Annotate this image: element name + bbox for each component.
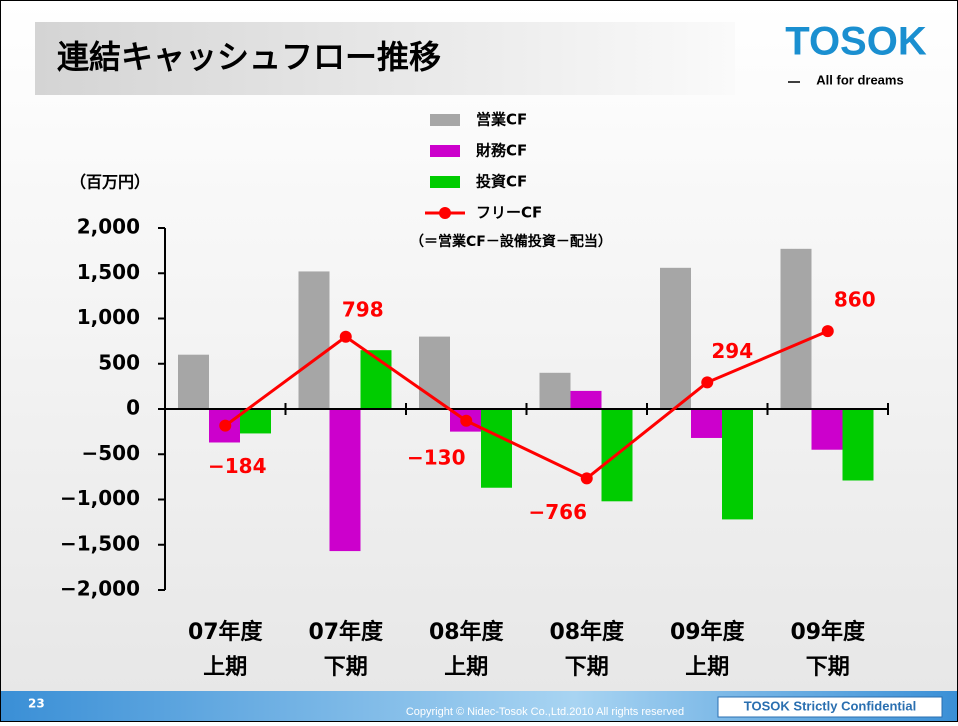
x-tick-label: 上期 (444, 655, 488, 680)
x-tick-label: 下期 (806, 655, 850, 680)
data-label: 294 (711, 339, 753, 363)
slide-title: 連結キャッシュフロー推移 (57, 38, 441, 76)
legend-label: 財務CF (475, 142, 527, 160)
x-tick-label: 09年度 (790, 619, 866, 645)
bar (240, 409, 271, 434)
bar (539, 372, 571, 409)
y-tick-label: −1,000 (60, 486, 140, 510)
title-band (35, 22, 735, 95)
y-tick-label: 0 (126, 396, 140, 420)
x-tick-label: 下期 (565, 655, 609, 680)
x-tick-label: 07年度 (188, 619, 264, 645)
data-label: −130 (407, 445, 466, 469)
y-tick-label: −1,500 (60, 531, 140, 555)
x-tick-label: 08年度 (549, 619, 625, 645)
copyright: Copyright © Nidec-Tosok Co.,Ltd.2010 All… (406, 706, 684, 718)
bar (691, 409, 722, 438)
y-tick-label: 1,500 (77, 260, 140, 284)
y-tick-label: 2,000 (77, 215, 140, 239)
legend-label: フリーCF (476, 204, 542, 222)
bar (178, 354, 209, 409)
data-label: −184 (208, 454, 267, 478)
bar (780, 248, 812, 409)
x-tick-label: 08年度 (429, 619, 505, 645)
legend-swatch (430, 114, 460, 126)
x-tick-label: 上期 (203, 655, 247, 680)
line-point (821, 325, 834, 338)
line-point (219, 419, 232, 432)
bar (481, 409, 512, 488)
data-label: 798 (342, 297, 384, 321)
bar (360, 350, 392, 409)
data-label: 860 (834, 288, 876, 312)
y-tick-label: 1,000 (77, 305, 140, 329)
confidential-box (717, 696, 943, 718)
y-tick-label: −500 (81, 441, 140, 465)
x-tick-label: 09年度 (670, 619, 746, 645)
bar (811, 409, 843, 450)
x-tick-label: 上期 (685, 655, 729, 680)
line-point (339, 330, 352, 343)
bar (298, 271, 330, 409)
bar (329, 409, 361, 552)
bar (660, 267, 691, 409)
legend-label: 投資CF (476, 173, 527, 191)
y-unit: （百万円） (70, 173, 150, 192)
legend-dot (439, 207, 451, 219)
x-tick-label: 07年度 (308, 619, 384, 645)
data-label: −766 (528, 500, 587, 524)
legend-swatch (430, 176, 460, 188)
y-tick-label: −2,000 (60, 577, 140, 601)
line-point (460, 414, 473, 427)
legend-label: 営業CF (476, 111, 527, 129)
line-point (580, 472, 593, 485)
bar (842, 409, 874, 481)
page-number: 23 (28, 697, 45, 711)
line-point (701, 376, 714, 389)
tagline: All for dreams (816, 72, 903, 87)
x-tick-label: 下期 (324, 655, 368, 680)
confidential: TOSOK Strictly Confidential (744, 698, 916, 713)
legend-note: （＝営業CF－設備投資－配当） (410, 233, 612, 250)
legend-swatch (430, 145, 460, 157)
y-tick-label: 500 (98, 350, 140, 374)
line (224, 329, 829, 481)
bar (570, 390, 602, 409)
bar (722, 409, 753, 520)
logo: TOSOK (785, 20, 927, 64)
